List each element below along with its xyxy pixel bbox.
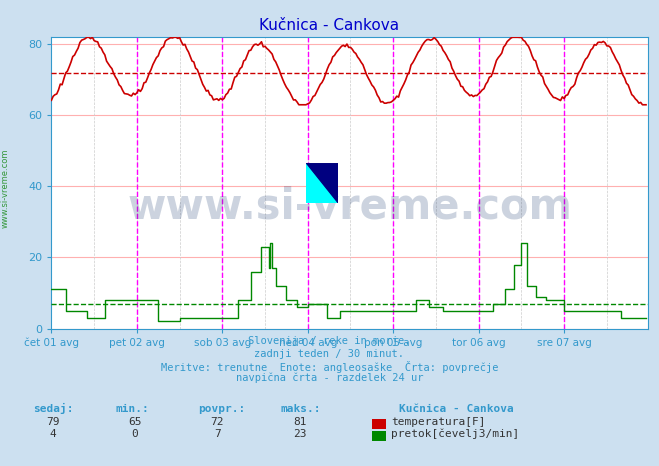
Text: 7: 7 [214,429,221,439]
Text: temperatura[F]: temperatura[F] [391,417,485,427]
Text: povpr.:: povpr.: [198,404,245,414]
Polygon shape [306,163,338,203]
Text: zadnji teden / 30 minut.: zadnji teden / 30 minut. [254,349,405,358]
Text: www.si-vreme.com: www.si-vreme.com [1,149,10,228]
Text: pretok[čevelj3/min]: pretok[čevelj3/min] [391,429,519,439]
Text: Kučnica - Cankova: Kučnica - Cankova [399,404,513,414]
Text: sedaj:: sedaj: [33,404,73,414]
Text: 79: 79 [46,417,59,427]
Text: 81: 81 [293,417,306,427]
Text: 4: 4 [49,429,56,439]
Text: 72: 72 [211,417,224,427]
Text: navpična črta - razdelek 24 ur: navpična črta - razdelek 24 ur [236,373,423,384]
Text: Kučnica - Cankova: Kučnica - Cankova [260,18,399,33]
Text: min.:: min.: [115,404,149,414]
Text: maks.:: maks.: [280,404,320,414]
Text: 0: 0 [132,429,138,439]
Text: Meritve: trenutne  Enote: angleosaške  Črta: povprečje: Meritve: trenutne Enote: angleosaške Črt… [161,361,498,373]
Text: www.si-vreme.com: www.si-vreme.com [127,185,572,227]
Text: 23: 23 [293,429,306,439]
Text: Slovenija / reke in morje.: Slovenija / reke in morje. [248,336,411,346]
Polygon shape [306,163,338,203]
Text: 65: 65 [129,417,142,427]
